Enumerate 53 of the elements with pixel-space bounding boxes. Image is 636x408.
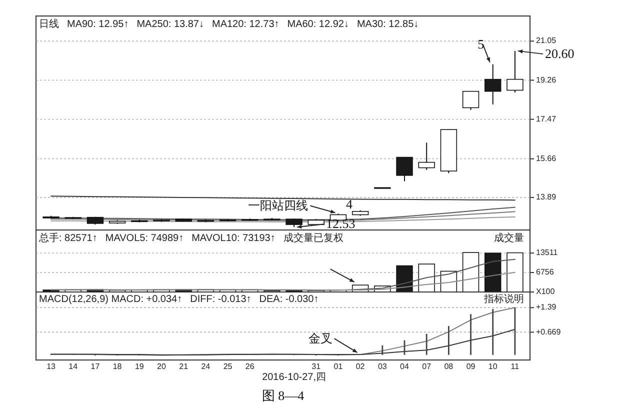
- x-tick-label: 07: [422, 362, 432, 371]
- x-tick-label: 26: [245, 362, 255, 371]
- x-tick-label: 21: [179, 362, 189, 371]
- y-tick-label: 21.05: [536, 36, 557, 46]
- annotation: MA90: 12.95↑: [67, 19, 129, 30]
- x-tick-label: 10: [488, 362, 498, 371]
- y-tick-label: 13.89: [536, 192, 557, 202]
- annotation: MA30: 12.85↓: [356, 19, 419, 30]
- x-tick-label: 08: [444, 362, 454, 371]
- chart-title: 指标说明: [483, 293, 524, 305]
- x-tick-label: 09: [466, 362, 476, 371]
- x-tick-label: 18: [112, 362, 122, 371]
- x-tick-label: 2016-10-27,四: [262, 372, 326, 383]
- x-tick-label: 20: [157, 362, 166, 371]
- x-tick-label: 31: [312, 362, 322, 371]
- annotation: 12.53: [326, 216, 356, 232]
- x-tick-label: 04: [400, 362, 410, 371]
- x-tick-label: 01: [334, 362, 344, 371]
- y-tick-label: 13511: [536, 248, 558, 258]
- x-tick-label: 19: [134, 362, 144, 371]
- annotation: 一阳站四线: [248, 198, 308, 213]
- annotation: 金叉: [308, 332, 332, 346]
- x-tick-label: 25: [223, 362, 233, 371]
- annotation: 日线: [39, 18, 59, 30]
- annotation: DEA: -0.030↑: [259, 294, 319, 305]
- x-tick-label: 11: [510, 362, 520, 371]
- y-tick-label: 19.26: [536, 75, 557, 84]
- x-tick-label: 17: [90, 362, 100, 371]
- annotation: 5: [478, 36, 484, 52]
- y-tick-label: 15.66: [536, 154, 557, 163]
- x-tick-label: 13: [46, 362, 56, 371]
- y-tick-label: X100: [536, 287, 556, 296]
- annotation: MAVOL10: 73193↑: [192, 233, 276, 244]
- annotation: MA60: 12.92↓: [287, 19, 349, 30]
- x-tick-label: 14: [68, 362, 78, 371]
- annotation: MA120: 12.73↑: [212, 19, 280, 30]
- annotation: MA250: 13.87↓: [136, 19, 204, 30]
- y-tick-label: 17.47: [536, 114, 557, 124]
- y-tick-label: +0.669: [536, 327, 562, 336]
- chart-title: 成交量: [494, 232, 524, 244]
- annotation: 4: [346, 196, 353, 212]
- x-axis-title: 图 8—4: [262, 388, 305, 403]
- annotation: 总手: 82571↑: [38, 232, 98, 244]
- annotation: 成交量已复权: [283, 232, 344, 244]
- annotation: MACD(12,26,9) MACD: +0.034↑: [39, 294, 182, 305]
- x-tick-label: 02: [356, 362, 366, 371]
- x-tick-label: 24: [201, 362, 211, 371]
- y-tick-label: 6756: [536, 268, 554, 277]
- annotation: MAVOL5: 74989↑: [105, 233, 184, 244]
- annotation: DIFF: -0.013↑: [190, 294, 252, 305]
- y-tick-label: +1.39: [536, 302, 557, 312]
- x-tick-label: 03: [378, 362, 388, 371]
- annotation: 20.60: [544, 46, 574, 61]
